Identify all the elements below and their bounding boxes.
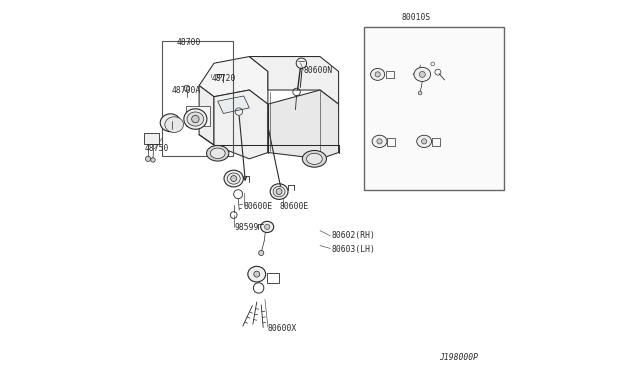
Text: 80010S: 80010S [401, 13, 430, 22]
Ellipse shape [270, 184, 288, 199]
Circle shape [145, 156, 151, 161]
Ellipse shape [187, 112, 204, 126]
Ellipse shape [307, 153, 322, 164]
Bar [267, 273, 279, 283]
Text: 80600E: 80600E [244, 202, 273, 211]
Circle shape [254, 271, 260, 277]
Circle shape [276, 189, 282, 195]
Text: 80600X: 80600X [268, 324, 297, 333]
Ellipse shape [227, 173, 240, 184]
Circle shape [151, 158, 156, 162]
Ellipse shape [211, 148, 225, 158]
Circle shape [191, 115, 199, 123]
Ellipse shape [207, 145, 229, 161]
Bar [386, 71, 394, 78]
Ellipse shape [160, 114, 180, 132]
Polygon shape [199, 86, 214, 145]
Polygon shape [268, 90, 339, 159]
Ellipse shape [417, 135, 431, 147]
Text: 80600E: 80600E [279, 202, 308, 211]
Ellipse shape [371, 68, 385, 80]
Ellipse shape [184, 109, 207, 129]
Bar [431, 138, 440, 146]
Ellipse shape [224, 170, 243, 187]
Text: 98599: 98599 [234, 223, 259, 232]
Circle shape [231, 176, 237, 182]
Ellipse shape [414, 67, 431, 81]
Text: 48720: 48720 [211, 74, 236, 83]
Circle shape [264, 224, 270, 230]
Polygon shape [250, 57, 339, 104]
Circle shape [418, 91, 422, 95]
Circle shape [259, 250, 264, 256]
Circle shape [375, 72, 380, 77]
Text: 80600N: 80600N [303, 66, 333, 75]
Ellipse shape [273, 186, 285, 197]
Polygon shape [214, 90, 268, 159]
Text: 48700A: 48700A [172, 86, 200, 95]
Bar [364, 27, 504, 190]
Ellipse shape [260, 221, 274, 232]
Bar [186, 106, 211, 126]
Polygon shape [218, 96, 250, 113]
Circle shape [422, 139, 427, 144]
Ellipse shape [302, 151, 326, 167]
Polygon shape [199, 57, 268, 104]
Circle shape [419, 71, 425, 77]
Circle shape [184, 85, 190, 91]
Text: 80602(RH): 80602(RH) [331, 231, 375, 240]
Text: 80603(LH): 80603(LH) [331, 245, 375, 254]
Ellipse shape [248, 266, 266, 282]
Bar [145, 133, 159, 144]
Text: 48700: 48700 [177, 38, 201, 47]
Text: 48750: 48750 [145, 144, 169, 153]
Ellipse shape [165, 117, 184, 132]
Bar [162, 41, 232, 156]
Text: J198000P: J198000P [439, 353, 478, 362]
Bar [387, 138, 395, 146]
Ellipse shape [372, 135, 387, 147]
Circle shape [377, 139, 382, 144]
